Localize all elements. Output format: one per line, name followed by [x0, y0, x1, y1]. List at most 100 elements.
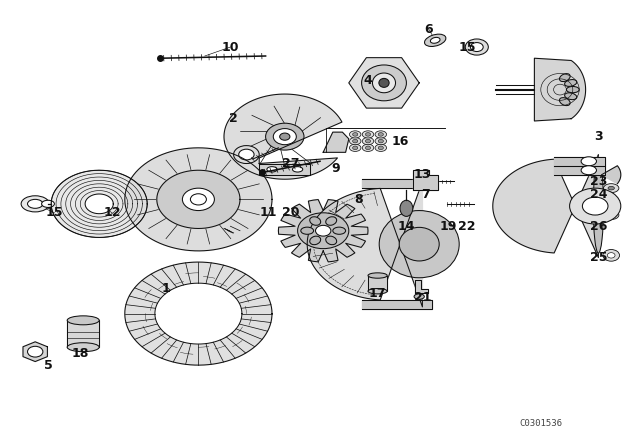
Polygon shape [278, 199, 368, 262]
Polygon shape [23, 342, 47, 362]
Ellipse shape [326, 236, 337, 245]
Text: 7: 7 [421, 188, 430, 202]
Polygon shape [67, 320, 99, 347]
Text: 5: 5 [44, 358, 52, 372]
Ellipse shape [316, 225, 331, 236]
Text: 13: 13 [413, 168, 431, 181]
Polygon shape [493, 155, 598, 258]
Ellipse shape [333, 227, 346, 234]
Text: 8: 8 [354, 193, 363, 206]
Ellipse shape [372, 73, 396, 93]
Ellipse shape [604, 211, 619, 220]
Polygon shape [554, 157, 605, 166]
Polygon shape [554, 166, 605, 175]
Ellipse shape [607, 253, 615, 258]
Ellipse shape [424, 34, 446, 47]
Ellipse shape [267, 167, 277, 172]
Polygon shape [362, 300, 432, 309]
Text: 21: 21 [413, 291, 431, 305]
Ellipse shape [182, 188, 214, 211]
Ellipse shape [581, 166, 596, 175]
Polygon shape [157, 170, 240, 228]
Ellipse shape [362, 144, 374, 151]
Text: C0301536: C0301536 [519, 419, 563, 428]
Ellipse shape [42, 200, 54, 207]
Text: 10: 10 [221, 40, 239, 54]
Text: 12: 12 [103, 206, 121, 220]
Ellipse shape [239, 149, 254, 160]
Polygon shape [323, 132, 349, 152]
Ellipse shape [28, 346, 43, 357]
Polygon shape [125, 148, 272, 251]
Ellipse shape [365, 133, 371, 136]
Ellipse shape [362, 131, 374, 138]
Text: 15: 15 [458, 40, 476, 54]
Polygon shape [362, 179, 432, 188]
Ellipse shape [310, 236, 321, 245]
Text: 27: 27 [282, 157, 300, 170]
Ellipse shape [593, 159, 604, 253]
Polygon shape [51, 170, 147, 237]
Polygon shape [125, 262, 272, 365]
Ellipse shape [21, 196, 49, 212]
Ellipse shape [28, 199, 43, 208]
Text: 18: 18 [71, 347, 89, 361]
Ellipse shape [378, 139, 383, 143]
Text: 22: 22 [458, 220, 476, 233]
Ellipse shape [465, 39, 488, 55]
Ellipse shape [310, 217, 321, 225]
Ellipse shape [353, 146, 358, 150]
Ellipse shape [414, 294, 424, 299]
Ellipse shape [280, 133, 290, 140]
Ellipse shape [564, 80, 577, 86]
Ellipse shape [400, 200, 413, 216]
Polygon shape [224, 94, 342, 179]
Ellipse shape [603, 250, 620, 261]
Ellipse shape [379, 78, 389, 87]
Ellipse shape [353, 133, 358, 136]
Ellipse shape [301, 227, 314, 234]
Text: 9: 9 [332, 161, 340, 175]
Ellipse shape [375, 144, 387, 151]
Ellipse shape [581, 157, 596, 166]
Text: 16: 16 [391, 134, 409, 148]
Polygon shape [307, 181, 422, 307]
Ellipse shape [266, 123, 304, 150]
Ellipse shape [570, 188, 621, 224]
Polygon shape [368, 276, 387, 291]
Ellipse shape [566, 86, 579, 93]
Polygon shape [534, 58, 586, 121]
Text: 23: 23 [589, 175, 607, 188]
Ellipse shape [559, 73, 570, 82]
Text: 17: 17 [369, 287, 387, 300]
Text: 3: 3 [594, 130, 603, 143]
Polygon shape [413, 170, 438, 190]
Text: 19: 19 [439, 220, 457, 233]
Ellipse shape [365, 139, 371, 143]
Polygon shape [155, 283, 242, 344]
Ellipse shape [349, 144, 361, 151]
Ellipse shape [608, 186, 614, 190]
Ellipse shape [378, 133, 383, 136]
Polygon shape [259, 164, 310, 175]
Ellipse shape [375, 131, 387, 138]
Ellipse shape [368, 289, 387, 294]
Ellipse shape [470, 43, 483, 52]
Ellipse shape [380, 211, 460, 278]
Ellipse shape [326, 217, 337, 225]
Text: 14: 14 [397, 220, 415, 233]
Ellipse shape [67, 316, 99, 325]
Ellipse shape [375, 138, 387, 145]
Ellipse shape [564, 93, 577, 99]
Text: 15: 15 [45, 206, 63, 220]
Text: 20: 20 [282, 206, 300, 220]
Text: 11: 11 [260, 206, 278, 220]
Ellipse shape [559, 98, 570, 106]
Ellipse shape [604, 184, 619, 193]
Text: 26: 26 [589, 220, 607, 233]
Ellipse shape [349, 131, 361, 138]
Text: 25: 25 [589, 251, 607, 264]
Ellipse shape [582, 197, 608, 215]
Ellipse shape [273, 129, 296, 145]
Ellipse shape [234, 146, 259, 164]
